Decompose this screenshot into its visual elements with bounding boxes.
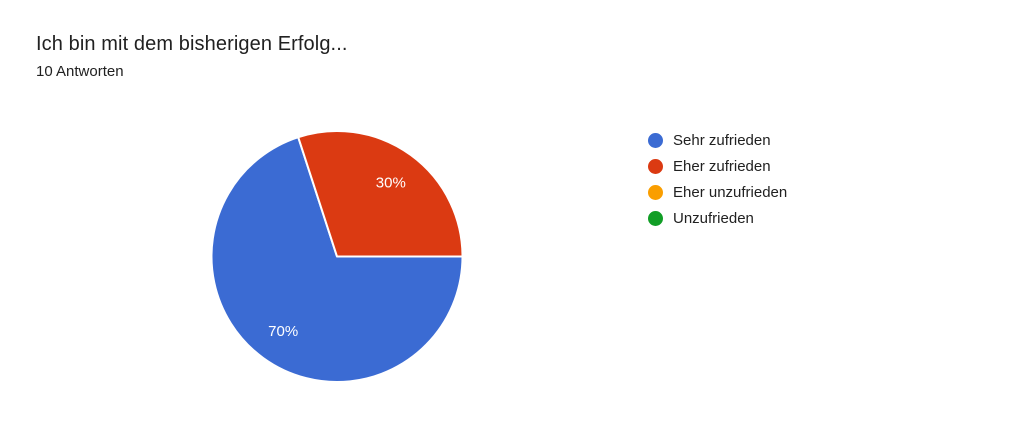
legend-label: Eher unzufrieden bbox=[673, 184, 788, 201]
legend-color-dot bbox=[648, 159, 663, 174]
legend-color-dot bbox=[648, 185, 663, 200]
legend-label: Sehr zufrieden bbox=[673, 132, 771, 149]
pie-labels-group: 70% 30% bbox=[268, 175, 406, 340]
legend-label: Eher zufrieden bbox=[673, 158, 771, 175]
pie-slice[interactable] bbox=[297, 130, 464, 258]
question-title: Ich bin mit dem bisherigen Erfolg... bbox=[36, 33, 348, 55]
legend-item: Unzufrieden bbox=[648, 211, 787, 226]
legend-item: Eher unzufrieden bbox=[648, 185, 787, 200]
responses-count: 10 Antworten bbox=[36, 63, 124, 80]
chart-legend: Sehr zufrieden Eher zufrieden Eher unzuf… bbox=[648, 133, 787, 237]
legend-item: Sehr zufrieden bbox=[648, 133, 787, 148]
legend-item: Eher zufrieden bbox=[648, 159, 787, 174]
pie-slice[interactable] bbox=[210, 136, 464, 383]
chart-header: Ich bin mit dem bisherigen Erfolg... 10 … bbox=[36, 31, 348, 81]
legend-label: Unzufrieden bbox=[673, 210, 754, 227]
pie-slice-label: 70% bbox=[268, 323, 298, 340]
legend-color-dot bbox=[648, 133, 663, 148]
pie-slice-label: 30% bbox=[376, 175, 406, 192]
legend-color-dot bbox=[648, 211, 663, 226]
pie-slices-group bbox=[210, 130, 464, 383]
